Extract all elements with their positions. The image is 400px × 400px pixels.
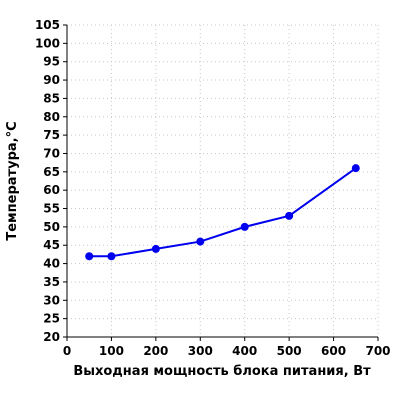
y-tick-label-13: 85 <box>43 91 60 105</box>
y-tick-label-15: 95 <box>43 55 60 69</box>
y-tick-label-16: 100 <box>35 36 60 50</box>
data-point-0-5 <box>285 211 294 220</box>
y-tick-label-4: 40 <box>43 257 60 271</box>
y-tick-label-17: 105 <box>35 18 60 32</box>
x-axis-ticks: 0 100 200 300 400 500 600 700 <box>63 337 391 358</box>
x-tick-label-7: 700 <box>365 344 390 358</box>
y-tick-label-6: 50 <box>43 220 60 234</box>
y-tick-label-14: 90 <box>43 73 60 87</box>
data-point-0-3 <box>196 237 205 246</box>
y-tick-label-11: 75 <box>43 128 60 142</box>
data-point-0-1 <box>107 252 116 261</box>
x-tick-label-5: 500 <box>277 344 302 358</box>
y-tick-label-0: 20 <box>43 330 60 344</box>
data-point-0-4 <box>240 222 249 231</box>
y-tick-label-8: 60 <box>43 183 60 197</box>
y-tick-label-12: 80 <box>43 110 60 124</box>
x-tick-label-4: 400 <box>232 344 257 358</box>
y-tick-label-3: 35 <box>43 275 60 289</box>
axes <box>66 25 378 338</box>
y-tick-label-10: 70 <box>43 146 60 160</box>
x-tick-label-6: 600 <box>321 344 346 358</box>
y-tick-label-7: 55 <box>43 202 60 216</box>
x-tick-label-2: 200 <box>143 344 168 358</box>
series-line-0 <box>89 167 357 258</box>
x-tick-label-3: 300 <box>188 344 213 358</box>
x-tick-label-0: 0 <box>63 344 71 358</box>
y-axis-ticks: 20 25 30 35 40 45 50 55 60 65 70 75 80 85 90 95 100 105 <box>35 18 67 344</box>
x-axis-label: Выходная мощность блока питания, Вт <box>73 364 371 379</box>
y-axis-label: Температура,°C <box>5 121 20 240</box>
data-point-0-0 <box>85 252 94 261</box>
y-tick-label-9: 65 <box>43 165 60 179</box>
series-group <box>85 164 360 261</box>
y-tick-label-1: 25 <box>43 312 60 326</box>
data-point-0-6 <box>351 164 360 173</box>
y-tick-label-2: 30 <box>43 293 60 307</box>
grid <box>67 24 379 337</box>
data-point-0-2 <box>151 244 160 253</box>
y-tick-label-5: 45 <box>43 238 60 252</box>
x-tick-label-1: 100 <box>99 344 124 358</box>
